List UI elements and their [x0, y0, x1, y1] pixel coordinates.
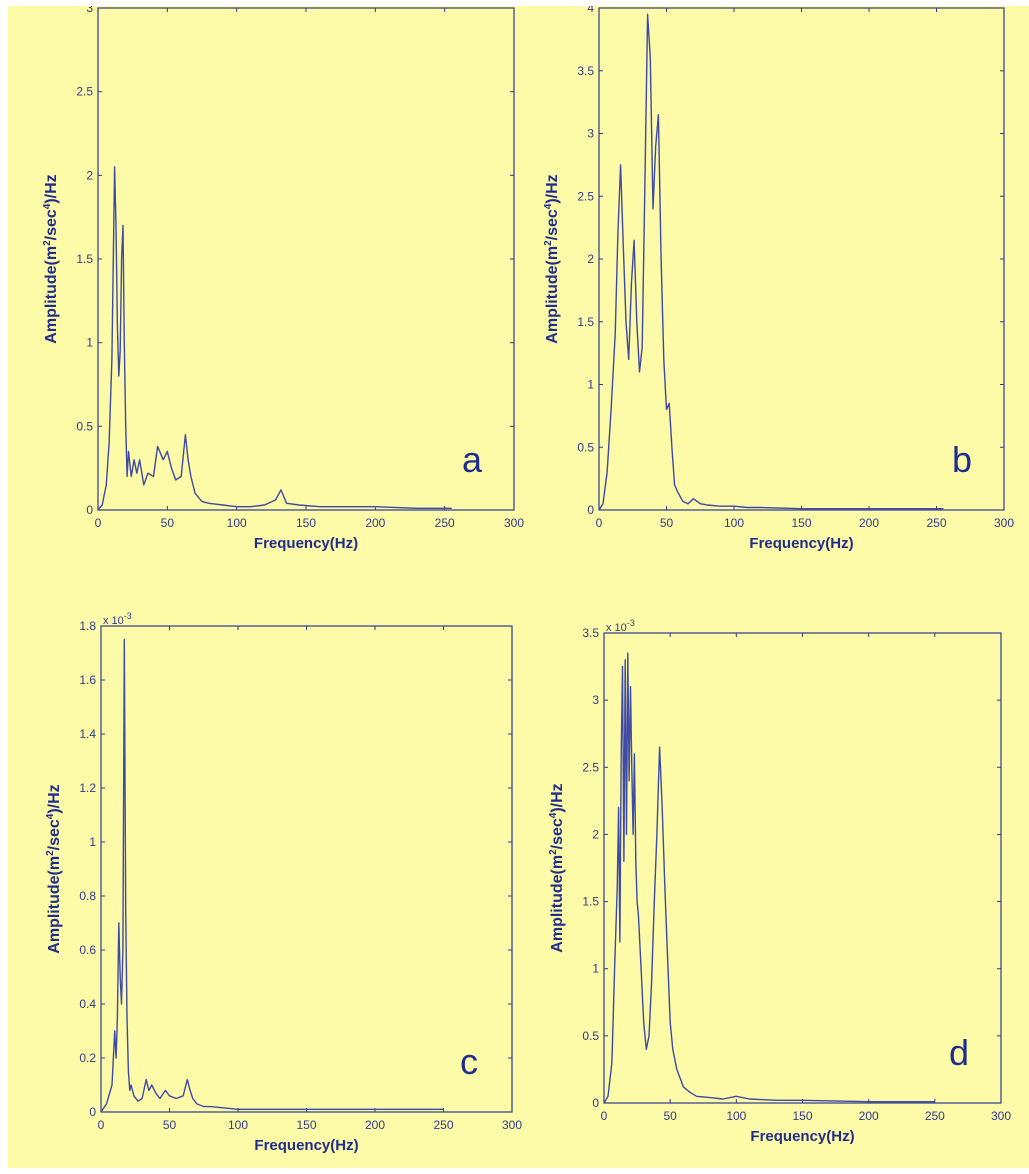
y-tick-label: 1.6 — [79, 673, 96, 687]
y-tick-label: 0.5 — [582, 1029, 599, 1043]
series-line — [100, 638, 444, 1113]
y-tick-label: 3 — [587, 127, 594, 141]
y-tick-label: 0 — [89, 1105, 96, 1119]
x-axis-label: Frequency(Hz) — [749, 535, 853, 552]
x-tick-label: 250 — [926, 516, 946, 530]
x-tick-label: 150 — [791, 516, 811, 530]
panel-b: 0 50 100 150 200 250 300 0 0.5 1 1.5 2 2.5 3 3.5 4 x 10-… — [543, 6, 1014, 552]
y-tick-label: 0 — [86, 503, 93, 517]
x-tick-label: 200 — [365, 516, 385, 530]
y-tick-label: 0 — [587, 503, 594, 517]
y-tick-label: 1 — [592, 962, 599, 976]
y-multiplier: x 10-4 — [100, 6, 129, 9]
y-tick-label: 1.2 — [79, 781, 96, 795]
y-tick-label: 0 — [592, 1096, 599, 1110]
x-tick-label: 200 — [859, 1109, 879, 1123]
x-tick-label: 100 — [724, 516, 744, 530]
y-tick-label: 1.5 — [577, 315, 594, 329]
y-tick-label: 0.8 — [79, 889, 96, 903]
x-tick-label: 300 — [991, 1109, 1011, 1123]
series-line — [603, 652, 935, 1104]
axes-box — [100, 625, 513, 1113]
panel-a: 0 50 100 150 200 250 300 0 0.5 1 1.5 2 2.5 3 x 10-4 a Fr… — [42, 6, 524, 552]
y-tick-label: 0.4 — [79, 997, 96, 1011]
y-tick-label: 0.5 — [577, 440, 594, 454]
panel-c: 0 50 100 150 200 250 300 0 0.2 0.4 0.6 0.8 1 1.2 1.4 1.… — [45, 611, 522, 1154]
y-tick-label: 3 — [592, 693, 599, 707]
y-tick-label: 1.8 — [79, 619, 96, 633]
x-tick-label: 250 — [435, 516, 455, 530]
x-tick-label: 50 — [663, 1109, 677, 1123]
axes-box — [97, 7, 515, 511]
x-tick-label: 200 — [365, 1118, 385, 1132]
x-tick-label: 0 — [601, 1109, 608, 1123]
y-tick-label: 0.2 — [79, 1051, 96, 1065]
panel-label: b — [952, 439, 972, 480]
x-tick-label: 0 — [95, 516, 102, 530]
y-tick-label: 2 — [86, 168, 93, 182]
x-tick-label: 200 — [859, 516, 879, 530]
x-tick-label: 250 — [925, 1109, 945, 1123]
y-tick-label: 1.5 — [582, 895, 599, 909]
y-multiplier: x 10-3 — [606, 618, 635, 634]
y-tick-label: 2.5 — [582, 760, 599, 774]
y-tick-label: 2.5 — [76, 85, 93, 99]
x-tick-label: 250 — [433, 1118, 453, 1132]
y-tick-label: 1 — [587, 378, 594, 392]
y-axis-label: Amplitude(m2/sec4)/Hz — [45, 784, 63, 953]
panel-label: a — [462, 439, 483, 480]
y-tick-label: 2.5 — [577, 189, 594, 203]
y-axis-label: Amplitude(m2/sec4)/Hz — [42, 174, 60, 343]
y-tick-label: 3.5 — [582, 626, 599, 640]
x-tick-label: 50 — [163, 1118, 177, 1132]
y-tick-label: 3.5 — [577, 64, 594, 78]
y-multiplier: x 10-3 — [601, 6, 630, 9]
y-tick-label: 0.6 — [79, 943, 96, 957]
y-tick-label: 0.5 — [76, 419, 93, 433]
y-axis-label: Amplitude(m2/sec4)/Hz — [543, 174, 561, 343]
axes-box — [598, 7, 1005, 511]
x-tick-label: 300 — [504, 516, 524, 530]
y-tick-label: 4 — [587, 6, 594, 15]
x-axis-label: Frequency(Hz) — [254, 1137, 358, 1154]
x-tick-label: 300 — [502, 1118, 522, 1132]
x-tick-label: 150 — [792, 1109, 812, 1123]
x-tick-label: 150 — [296, 516, 316, 530]
y-tick-label: 1 — [86, 336, 93, 350]
y-tick-label: 1.5 — [76, 252, 93, 266]
x-tick-label: 100 — [726, 1109, 746, 1123]
y-multiplier: x 10-3 — [103, 611, 132, 627]
x-tick-label: 0 — [596, 516, 603, 530]
x-tick-label: 50 — [660, 516, 674, 530]
y-tick-label: 2 — [587, 252, 594, 266]
series-line — [97, 166, 452, 511]
x-tick-label: 150 — [296, 1118, 316, 1132]
y-axis-label: Amplitude(m2/sec4)/Hz — [548, 783, 566, 952]
y-tick-label: 3 — [86, 6, 93, 15]
y-tick-label: 2 — [592, 827, 599, 841]
panel-label: d — [949, 1032, 969, 1073]
x-tick-label: 50 — [161, 516, 175, 530]
x-tick-label: 100 — [228, 1118, 248, 1132]
panel-label: c — [460, 1041, 478, 1082]
x-axis-label: Frequency(Hz) — [750, 1128, 854, 1145]
x-tick-label: 0 — [98, 1118, 105, 1132]
y-tick-label: 1.4 — [79, 727, 96, 741]
y-tick-label: 1 — [89, 835, 96, 849]
x-tick-label: 300 — [994, 516, 1014, 530]
x-axis-label: Frequency(Hz) — [254, 535, 358, 552]
x-tick-label: 100 — [227, 516, 247, 530]
series-line — [598, 13, 944, 511]
panel-d: 0 50 100 150 200 250 300 0 0.5 1 1.5 2 2.5 3 3.5 x 10-3… — [548, 618, 1011, 1145]
